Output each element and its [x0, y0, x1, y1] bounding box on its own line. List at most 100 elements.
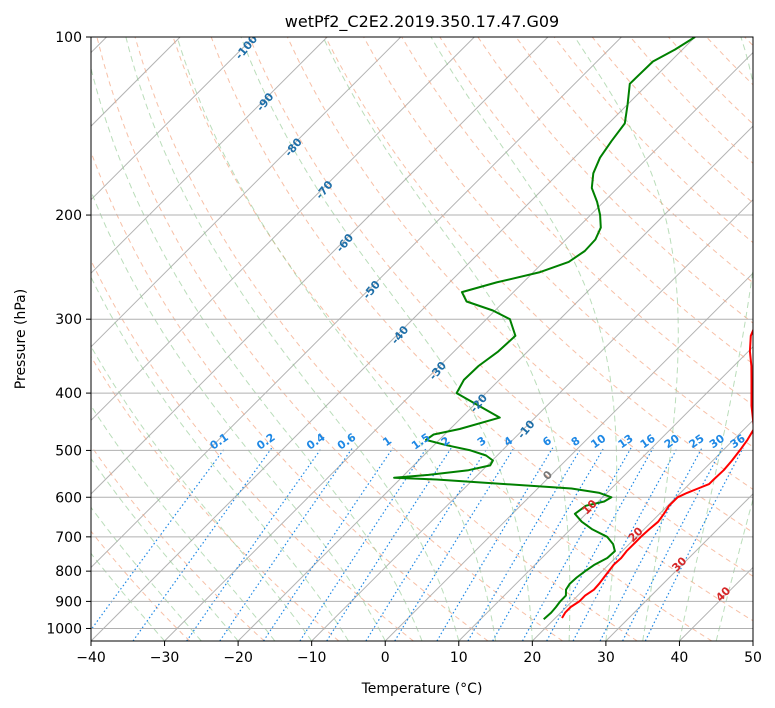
isotherm-line: [237, 125, 753, 641]
mixing-ratio-label: 36: [728, 432, 748, 452]
y-tick-label: 800: [55, 564, 82, 580]
moist-adiabat-line: [91, 552, 165, 641]
y-tick-label: 900: [55, 594, 82, 610]
x-tick-label: −30: [150, 650, 180, 666]
dry-adiabat-line: [210, 37, 753, 622]
mixing-ratio-label: 0.6: [335, 430, 359, 452]
dry-adiabat-line: [248, 37, 753, 577]
mixing-ratio-label: 25: [687, 432, 707, 451]
moist-adiabat-line: [91, 66, 423, 641]
mixing-ratio-label: 16: [638, 432, 658, 452]
moist-adiabat-line: [752, 639, 753, 641]
mixing-ratio-line: [132, 447, 273, 641]
dry-adiabat-line: [172, 37, 713, 641]
dry-adiabat-line: [439, 37, 753, 365]
moist-adiabat-line: [322, 37, 571, 641]
mixing-ratio-label: 6: [540, 434, 554, 449]
x-tick-label: 20: [523, 650, 541, 666]
dry-adiabat-label: -10: [515, 417, 538, 441]
mixing-ratio-label: 0.2: [254, 431, 277, 453]
dry-adiabat-line: [553, 37, 753, 244]
y-tick-label: 400: [55, 386, 82, 402]
isotherm-line: [91, 37, 549, 495]
x-tick-label: 50: [744, 650, 762, 666]
profile-line: [561, 328, 753, 619]
x-tick-label: −10: [297, 650, 327, 666]
mixing-ratio-label: 0.1: [207, 431, 230, 453]
x-tick-label: 10: [450, 650, 468, 666]
mixing-ratio-line: [186, 447, 323, 641]
dry-adiabat-label: -40: [389, 323, 412, 347]
chart-title: wetPf2_C2E2.2019.350.17.47.G09: [285, 12, 559, 32]
mixing-ratio-label: 1.5: [409, 431, 432, 453]
y-tick-label: 600: [55, 490, 82, 506]
isotherm-line: [91, 37, 402, 348]
y-tick-label: 500: [55, 443, 82, 459]
isotherm-line: [91, 37, 255, 201]
dry-adiabat-line: [401, 37, 753, 406]
y-axis-label: Pressure (hPa): [13, 289, 29, 389]
mixing-ratio-line: [467, 447, 582, 641]
pressure-gridlines: [91, 37, 753, 629]
x-tick-label: −40: [76, 650, 106, 666]
dry-adiabat-label: -20: [467, 391, 490, 415]
x-tick-label: 30: [597, 650, 615, 666]
moist-adiabat-line: [91, 189, 386, 641]
mixing-ratio-label: 1: [380, 434, 394, 449]
isotherm-line: [91, 37, 475, 422]
y-tick-label: 1000: [46, 621, 82, 637]
dry-adiabat-line: [744, 37, 753, 47]
isotherm-line: [605, 493, 753, 641]
x-tick-label: −20: [223, 650, 253, 666]
profile-line: [393, 37, 696, 621]
isotherm-line: [384, 272, 753, 641]
isotherm-line: [531, 419, 753, 641]
isotherm-line: [91, 37, 328, 274]
mixing-ratio-line: [326, 447, 452, 641]
dry-adiabat-line: [706, 37, 753, 86]
isotherm-line: [752, 640, 753, 641]
mixing-ratio-label: 13: [616, 432, 636, 451]
isotherm-line: [164, 51, 753, 641]
mixing-ratio-line: [365, 447, 489, 641]
x-tick-label: 0: [381, 650, 390, 666]
moist-adiabat-line: [176, 37, 497, 641]
moist-adiabat-line: [715, 497, 753, 641]
mixing-ratio-line: [572, 447, 678, 641]
x-tick-label: 40: [671, 650, 689, 666]
y-tick-label: 200: [55, 208, 82, 224]
dry-adiabat-label: -50: [360, 278, 383, 302]
mixing-ratio-line: [91, 447, 226, 631]
moist-adiabat-line: [91, 276, 349, 641]
mixing-ratio-line: [299, 447, 428, 641]
mixing-ratio-line: [394, 447, 515, 641]
moist-adiabat-line: [678, 37, 753, 641]
dry-adiabat-line: [591, 37, 753, 204]
plot-frame: [90, 36, 754, 642]
dry-adiabat-line: [91, 444, 265, 641]
moist-adiabat-line: [574, 37, 679, 641]
moist-adiabat-label: 20: [626, 524, 646, 544]
moist-adiabat-line: [91, 404, 276, 641]
x-axis-label: Temperature (°C): [361, 681, 483, 697]
dry-adiabat-line: [91, 150, 489, 641]
y-tick-label: 700: [55, 530, 82, 546]
mixing-ratio-line: [644, 447, 744, 641]
dry-adiabat-line: [91, 259, 414, 641]
dry-adiabat-line: [134, 37, 638, 641]
moist-adiabat-line: [91, 345, 313, 641]
mixing-ratio-line: [599, 447, 703, 641]
mixing-ratio-line: [263, 447, 394, 641]
moist-adiabat-line: [125, 37, 460, 641]
mixing-ratio-line: [219, 447, 353, 641]
dry-adiabat-label: -70: [313, 178, 336, 202]
dry-adiabat-line: [286, 37, 753, 534]
moist-adiabat-line: [240, 37, 533, 641]
isotherm-line: [91, 37, 622, 569]
mixing-ratio-label: 4: [502, 434, 516, 449]
dry-adiabat-line: [515, 37, 753, 284]
mixing-ratio-label: 3: [475, 434, 489, 449]
mixing-ratio-label: 0.4: [304, 430, 328, 452]
moist-adiabat-line: [91, 506, 202, 641]
